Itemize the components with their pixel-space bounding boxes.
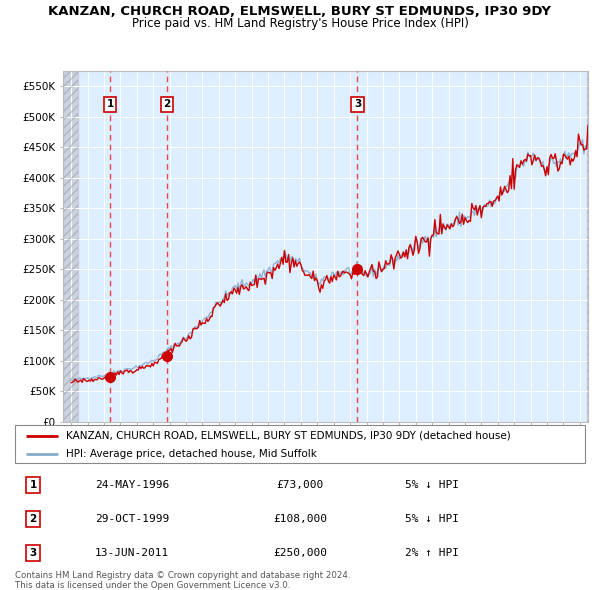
Text: 24-MAY-1996: 24-MAY-1996 [95, 480, 169, 490]
Text: 5% ↓ HPI: 5% ↓ HPI [405, 514, 459, 524]
Text: 3: 3 [354, 99, 361, 109]
Polygon shape [587, 71, 588, 422]
Text: 2% ↑ HPI: 2% ↑ HPI [405, 548, 459, 558]
Text: KANZAN, CHURCH ROAD, ELMSWELL, BURY ST EDMUNDS, IP30 9DY (detached house): KANZAN, CHURCH ROAD, ELMSWELL, BURY ST E… [66, 431, 511, 441]
FancyBboxPatch shape [15, 425, 585, 463]
Text: 2: 2 [29, 514, 37, 524]
Text: £250,000: £250,000 [273, 548, 327, 558]
Text: 1: 1 [29, 480, 37, 490]
Text: Contains HM Land Registry data © Crown copyright and database right 2024.: Contains HM Land Registry data © Crown c… [15, 571, 350, 580]
Text: HPI: Average price, detached house, Mid Suffolk: HPI: Average price, detached house, Mid … [66, 448, 317, 458]
Text: 2: 2 [163, 99, 170, 109]
Polygon shape [63, 71, 78, 422]
Text: 1: 1 [107, 99, 114, 109]
Text: £73,000: £73,000 [277, 480, 323, 490]
Text: 5% ↓ HPI: 5% ↓ HPI [405, 480, 459, 490]
Text: £108,000: £108,000 [273, 514, 327, 524]
Text: 29-OCT-1999: 29-OCT-1999 [95, 514, 169, 524]
Text: 13-JUN-2011: 13-JUN-2011 [95, 548, 169, 558]
Text: 3: 3 [29, 548, 37, 558]
Text: This data is licensed under the Open Government Licence v3.0.: This data is licensed under the Open Gov… [15, 581, 290, 590]
Text: Price paid vs. HM Land Registry's House Price Index (HPI): Price paid vs. HM Land Registry's House … [131, 17, 469, 30]
Text: KANZAN, CHURCH ROAD, ELMSWELL, BURY ST EDMUNDS, IP30 9DY: KANZAN, CHURCH ROAD, ELMSWELL, BURY ST E… [49, 5, 551, 18]
